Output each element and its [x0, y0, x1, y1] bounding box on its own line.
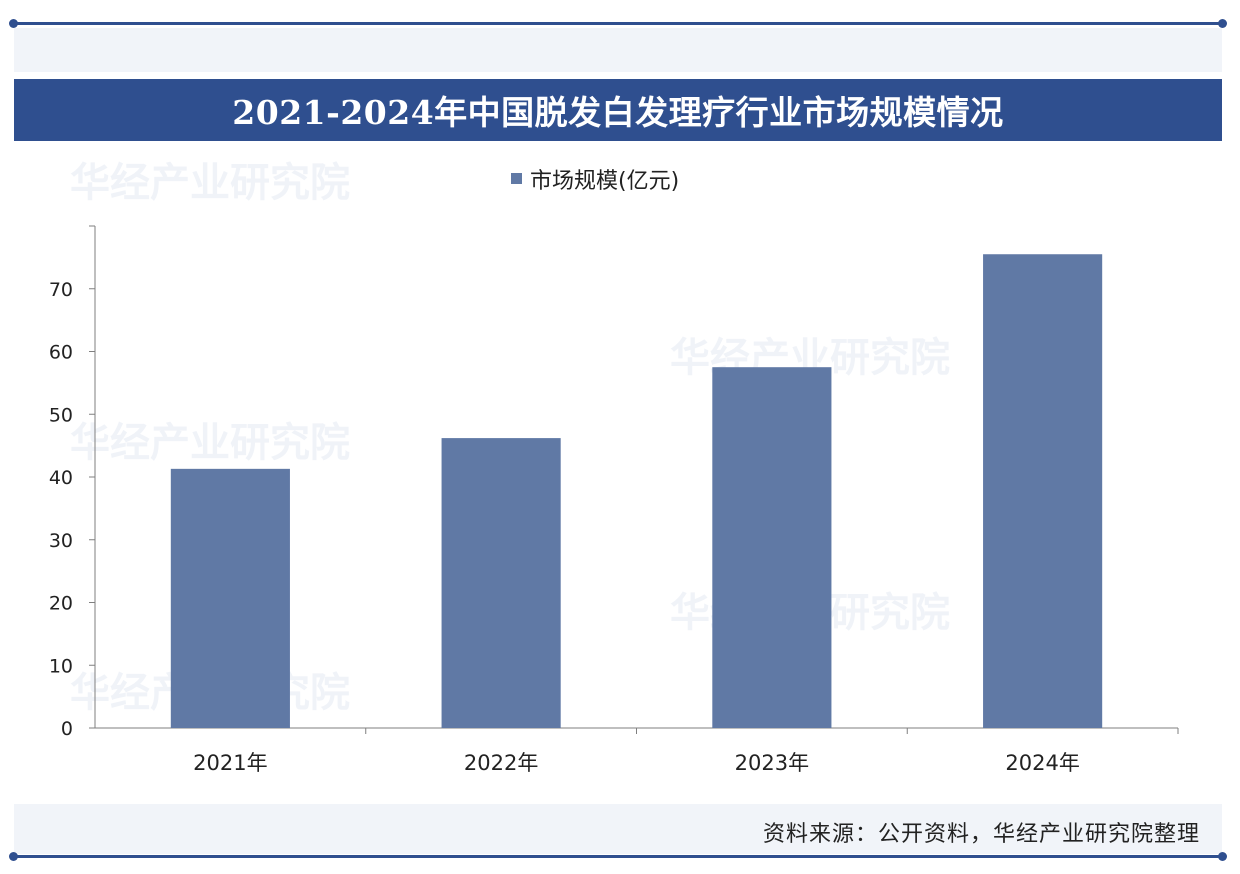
bottom-rule-right-dot: [1218, 852, 1227, 861]
bottom-rule: [9, 852, 1227, 861]
title-bar: 2021-2024年中国脱发白发理疗行业市场规模情况: [14, 79, 1222, 141]
y-tick-label: 10: [49, 655, 73, 677]
y-tick-label: 50: [49, 404, 73, 426]
top-rule: [9, 19, 1227, 28]
legend-swatch: [511, 173, 522, 184]
y-tick-label: 30: [49, 530, 73, 552]
watermark: 华经产业研究院: [70, 420, 350, 466]
y-tick-label: 20: [49, 593, 73, 615]
bar: [712, 367, 832, 728]
legend-label: 市场规模(亿元): [530, 169, 679, 194]
y-tick-label: 0: [61, 718, 73, 740]
top-rule-left-dot: [9, 19, 18, 28]
watermark: 华经产业研究院: [70, 160, 350, 206]
bar: [170, 468, 290, 728]
top-rule-right-dot: [1218, 19, 1227, 28]
x-tick-label: 2022年: [464, 751, 538, 775]
source-bar: 资料来源：公开资料，华经产业研究院整理: [14, 804, 1222, 854]
x-tick-label: 2024年: [1005, 751, 1079, 775]
y-tick-label: 40: [49, 467, 73, 489]
x-tick-label: 2023年: [735, 751, 809, 775]
source-note: 资料来源：公开资料，华经产业研究院整理: [762, 822, 1200, 847]
y-tick-label: 70: [49, 279, 73, 301]
top-band: [14, 28, 1222, 72]
y-tick-label: 60: [49, 342, 73, 364]
bar: [983, 254, 1103, 729]
bottom-rule-left-dot: [9, 852, 18, 861]
x-tick-label: 2021年: [193, 751, 267, 775]
bar: [441, 438, 561, 728]
chart-title: 2021-2024年中国脱发白发理疗行业市场规模情况: [232, 93, 1004, 132]
